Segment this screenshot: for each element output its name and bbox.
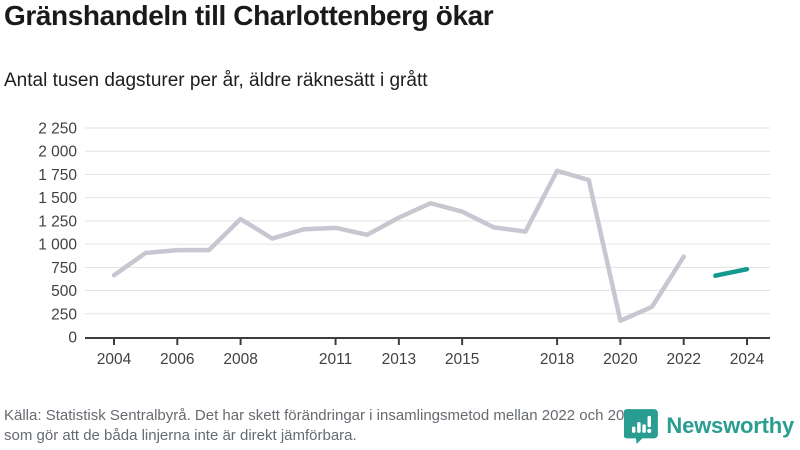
y-axis-tick-label: 500 bbox=[51, 283, 77, 300]
x-axis-tick-label: 2008 bbox=[223, 351, 257, 368]
y-axis-tick-label: 1 500 bbox=[38, 190, 77, 207]
x-axis-tick-label: 2011 bbox=[319, 351, 352, 368]
newsworthy-wordmark: Newsworthy bbox=[666, 413, 794, 438]
newsworthy-bar-chart-bubble-icon bbox=[624, 408, 659, 444]
x-axis-tick-label: 2015 bbox=[445, 351, 479, 368]
x-axis-tick-label: 2024 bbox=[730, 351, 765, 368]
x-axis-tick-label: 2006 bbox=[160, 351, 194, 368]
y-axis-tick-label: 2 000 bbox=[38, 144, 77, 161]
line-chart: 0 250 500 750 1 000 1 250 1 500 1 750 2 000 2 250… bbox=[0, 112, 800, 380]
y-axis-tick-label: 1 750 bbox=[38, 167, 77, 184]
series-line-old-method bbox=[111, 168, 686, 323]
x-axis-tick-label: 2020 bbox=[603, 351, 638, 368]
line-chart-svg: 0 250 500 750 1 000 1 250 1 500 1 750 2 000 2 250… bbox=[38, 121, 770, 368]
y-axis-tick-label: 1 000 bbox=[38, 237, 77, 254]
y-axis-tick-label: 250 bbox=[51, 306, 77, 323]
x-axis-tick-label: 2022 bbox=[666, 351, 700, 368]
source-note: Källa: Statistisk Sentralbyrå. Det har s… bbox=[4, 407, 646, 444]
x-axis-tick-label: 2013 bbox=[382, 351, 416, 368]
y-axis-tick-label: 0 bbox=[68, 330, 77, 347]
chart-subtitle: Antal tusen dagsturer per år, äldre räkn… bbox=[4, 70, 428, 91]
x-axis-tick-label: 2004 bbox=[97, 351, 132, 368]
y-axis-tick-label: 750 bbox=[51, 260, 77, 277]
y-axis-tick-label: 2 250 bbox=[38, 121, 77, 138]
newsworthy-logo: Newsworthy bbox=[624, 408, 794, 444]
y-axis-tick-label: 1 250 bbox=[38, 213, 77, 230]
page-title: Gränshandeln till Charlottenberg ökar bbox=[4, 0, 494, 31]
series-line-new-method bbox=[713, 266, 750, 278]
x-axis-tick-label: 2018 bbox=[540, 351, 574, 368]
